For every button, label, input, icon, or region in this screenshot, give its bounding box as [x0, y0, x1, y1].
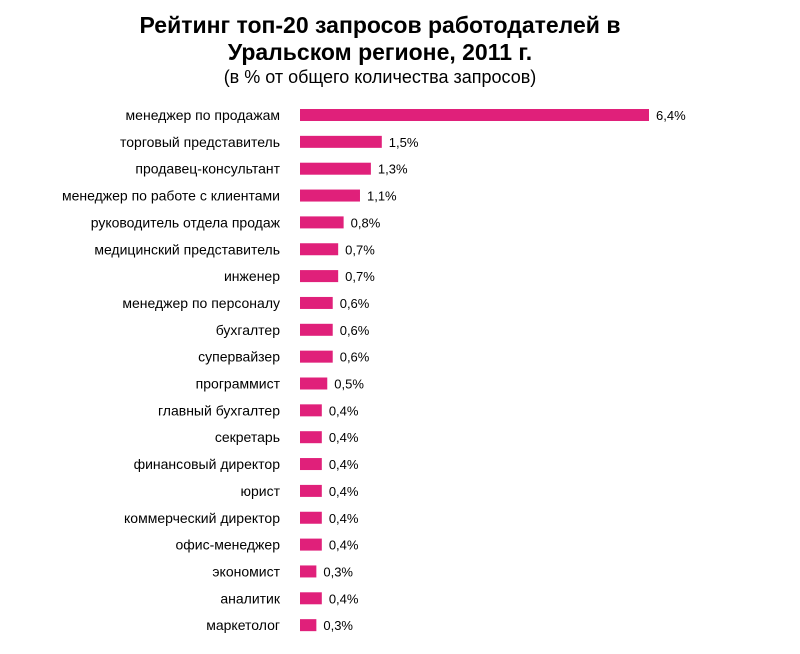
bar — [300, 404, 322, 417]
category-label: медицинский представитель — [94, 241, 280, 257]
bar — [300, 216, 344, 229]
category-label: руководитель отдела продаж — [91, 214, 281, 230]
bar — [300, 109, 649, 121]
bar — [300, 189, 360, 202]
value-label: 0,6% — [340, 350, 370, 365]
value-label: 0,4% — [329, 511, 359, 526]
bar — [300, 619, 317, 632]
category-label: аналитик — [220, 590, 281, 606]
category-label: продавец-консультант — [135, 161, 280, 177]
bar — [300, 565, 317, 578]
category-label: торговый представитель — [120, 134, 280, 150]
category-label: главный бухгалтер — [158, 402, 280, 418]
value-label: 1,1% — [367, 189, 397, 204]
value-label: 0,6% — [340, 323, 370, 338]
bar — [300, 511, 322, 524]
category-label: финансовый директор — [134, 456, 281, 472]
bar — [300, 270, 339, 283]
bar — [300, 538, 322, 551]
value-label: 1,5% — [389, 135, 419, 150]
bar — [300, 377, 328, 390]
value-label: 0,5% — [334, 377, 364, 392]
bar — [300, 296, 333, 309]
value-label: 0,4% — [329, 591, 359, 606]
value-label: 0,3% — [323, 564, 353, 579]
category-label: секретарь — [215, 429, 280, 445]
value-label: 0,4% — [329, 430, 359, 445]
category-label: менеджер по персоналу — [122, 295, 280, 311]
chart-title-line-1: Рейтинг топ-20 запросов работодателей в — [139, 12, 621, 38]
category-label: маркетолог — [206, 617, 280, 633]
bar — [300, 243, 339, 256]
chart-title: Рейтинг топ-20 запросов работодателей в … — [0, 12, 760, 66]
chart-subtitle: (в % от общего количества запросов) — [223, 67, 537, 87]
value-label: 0,4% — [329, 484, 359, 499]
value-label: 0,7% — [345, 242, 375, 257]
value-label: 0,7% — [345, 269, 375, 284]
value-label: 0,4% — [329, 538, 359, 553]
chart-title-line-2: Уральском регионе, 2011 г. — [227, 39, 533, 65]
value-label: 0,3% — [323, 618, 353, 633]
bar — [300, 135, 382, 148]
category-label: бухгалтер — [216, 322, 281, 338]
category-label: менеджер по продажам — [126, 107, 280, 123]
bar — [300, 162, 371, 175]
bar — [300, 592, 322, 605]
category-label: экономист — [212, 563, 280, 579]
bars-group: менеджер по продажам 6,4% торговый предста… — [62, 107, 686, 633]
category-label: офис-менеджер — [175, 537, 280, 553]
category-label: менеджер по работе с клиентами — [62, 188, 280, 204]
category-label: коммерческий директор — [124, 510, 280, 526]
value-label: 0,8% — [351, 215, 381, 230]
bar — [300, 431, 322, 444]
value-label: 0,6% — [340, 296, 370, 311]
category-label: инженер — [224, 268, 280, 284]
value-label: 0,4% — [329, 403, 359, 418]
bar — [300, 458, 322, 471]
category-label: юрист — [240, 483, 280, 499]
bar — [300, 323, 333, 336]
value-label: 1,3% — [378, 162, 408, 177]
category-label: супервайзер — [198, 349, 280, 365]
bar — [300, 350, 333, 363]
value-label: 0,4% — [329, 457, 359, 472]
category-label: программист — [196, 376, 281, 392]
bar — [300, 484, 322, 497]
value-label: 6,4% — [656, 108, 686, 123]
